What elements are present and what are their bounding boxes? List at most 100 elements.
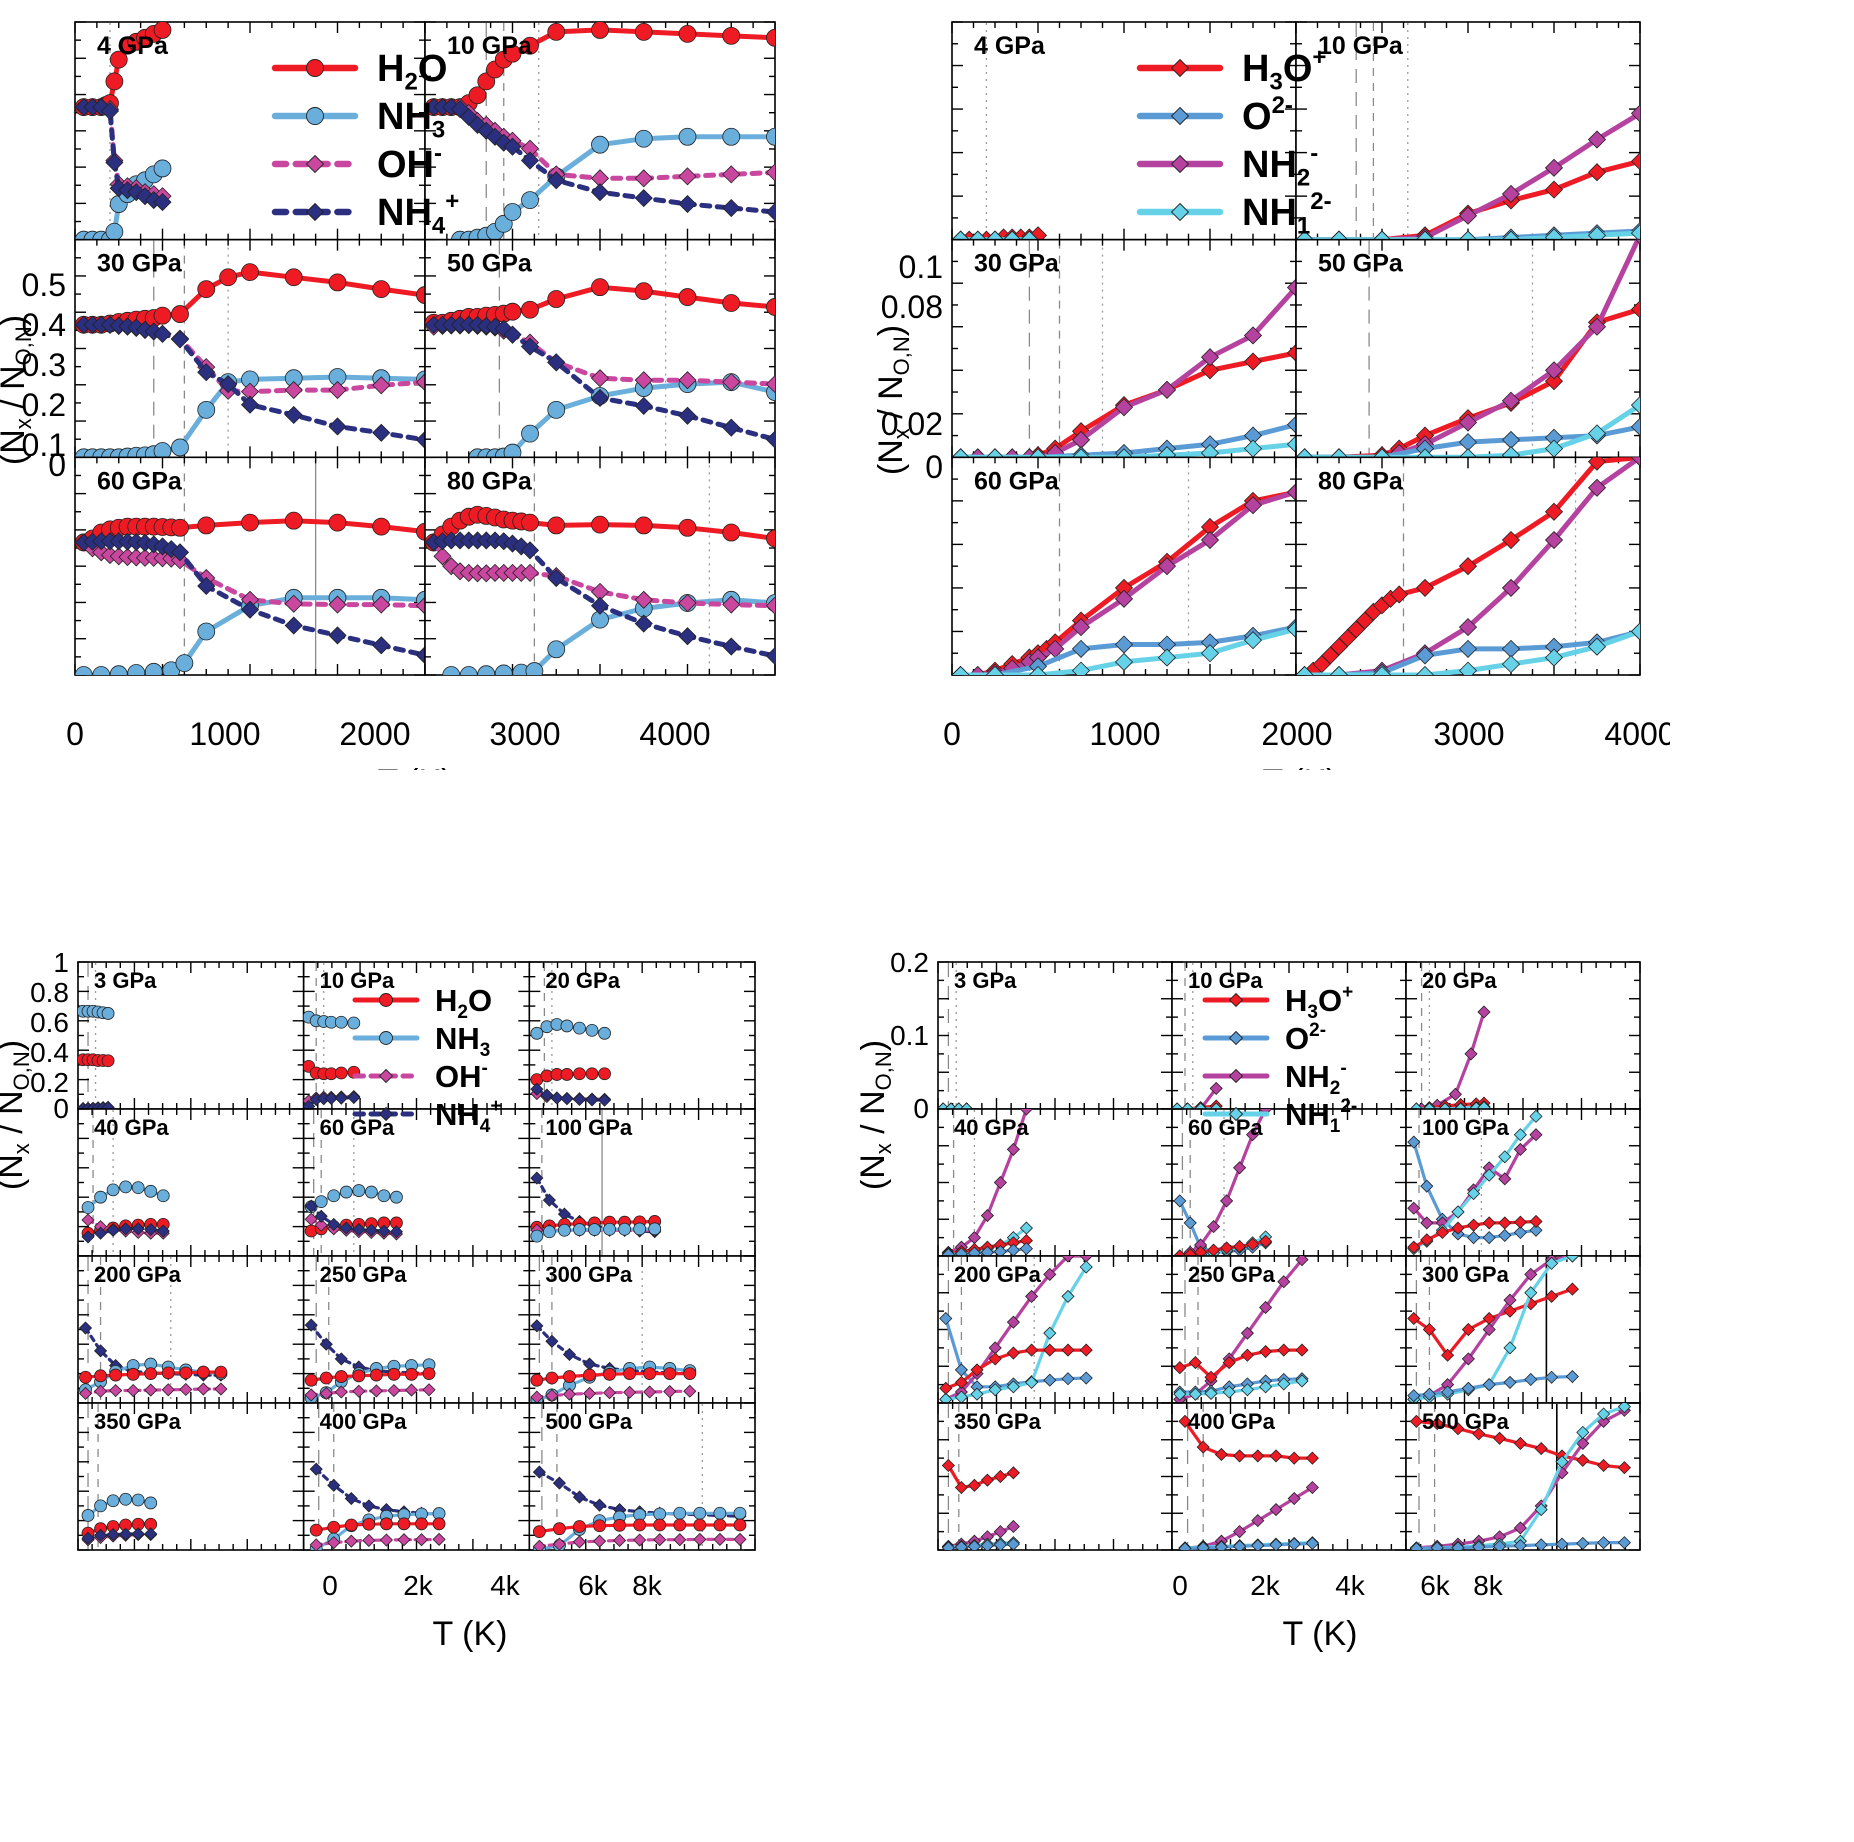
data-point [673,1533,687,1547]
subplot-60-gpa: 60 GPa [951,456,1297,676]
data-point [309,1462,323,1476]
data-point [532,1465,546,1479]
legend-marker-H2O [379,993,393,1007]
data-point [369,1368,383,1382]
data-point [634,516,653,535]
legend-label-H2O: H2O [377,48,447,95]
data-point [562,1387,577,1401]
data-point [592,1534,607,1548]
data-point [1178,1414,1192,1428]
data-point [319,1371,333,1385]
data-point [1461,1322,1475,1337]
data-point [1286,620,1296,639]
data-point [81,1201,95,1214]
data-point [1214,1447,1228,1462]
data-point [144,1496,158,1510]
data-point [94,1190,107,1204]
data-point [1544,372,1564,391]
data-point [304,1212,318,1226]
data-point [967,1539,981,1550]
data-point [1617,1403,1631,1414]
data-point [765,202,775,222]
data-point [1555,1537,1569,1550]
data-point [1214,1540,1228,1550]
subplot-500-gpa: 500 GPa [528,1402,756,1551]
x-tick-label: 0 [66,716,84,752]
x-tick-label: 4000 [639,716,710,752]
data-point [553,1522,566,1536]
panel-title: 400 GPa [320,1409,408,1434]
data-point [1438,1102,1452,1109]
data-point [722,198,741,218]
data-point [967,1246,981,1256]
data-point [993,1245,1007,1256]
panel-title: 400 GPa [1188,1409,1276,1434]
data-point [1233,1161,1247,1175]
data-point [1207,1220,1221,1234]
x-axis-label: T (K) [1263,763,1338,770]
data-point [633,1518,647,1532]
subplot-100-gpa: 100 GPa [528,1108,756,1257]
data-point [1259,1300,1273,1315]
legend-marker-H3O+ [1228,992,1244,1008]
plot-frame [951,21,1297,241]
data-point [1451,1422,1465,1436]
data-point [560,1068,574,1081]
data-point [1296,665,1314,676]
data-point [512,537,531,556]
data-point [1565,1282,1579,1296]
panel-title: 250 GPa [320,1262,408,1287]
data-point [1407,1389,1421,1403]
data-point [314,1218,328,1232]
data-point [319,1337,333,1351]
data-point [126,1367,140,1381]
data-point [1251,1514,1265,1528]
data-point [1207,1243,1221,1256]
data-point [459,666,478,676]
data-point [1240,1326,1254,1340]
data-point [415,430,425,449]
legend-marker-NH4+ [378,1106,394,1122]
data-point [941,1458,955,1473]
data-point [939,1311,953,1326]
data-point [1183,1216,1197,1230]
data-point [550,1091,564,1105]
data-point [520,337,540,356]
data-point [678,194,697,214]
y-tick-label: 0.08 [881,289,943,325]
x-tick-label: 6k [1420,1570,1451,1601]
data-point [131,1222,145,1236]
data-point [1251,1539,1265,1550]
data-point [380,1517,393,1531]
data-point [1157,557,1177,576]
data-point [590,596,610,615]
data-point [722,373,741,392]
data-point [572,1490,587,1504]
data-point [81,1213,95,1227]
panel-title: 60 GPa [320,1115,395,1140]
data-point [1194,1245,1208,1256]
data-point [1287,1451,1301,1465]
data-point [161,1366,175,1380]
data-point [733,1506,747,1520]
data-point [653,1518,667,1532]
data-point [985,665,1005,676]
data-point [1524,1267,1538,1281]
data-point [1200,348,1220,367]
data-point [1329,448,1349,458]
data-point [678,406,697,425]
data-point [94,1528,108,1542]
data-point [648,1222,662,1236]
data-point [545,1334,559,1348]
data-point [352,1384,366,1398]
panel-title: 80 GPa [447,467,533,495]
data-point [683,1367,697,1381]
data-point [1181,1102,1195,1109]
data-point [171,305,189,323]
data-point [1617,1461,1631,1475]
data-point [1329,665,1349,676]
data-point [450,100,470,119]
panel-group-bottomright: 3 GPa 10 GPa 20 GPa 40 GPa 60 GPa 100 GPa 200 … [860,940,1670,1720]
data-point [1296,448,1314,458]
data-point [1630,300,1640,319]
